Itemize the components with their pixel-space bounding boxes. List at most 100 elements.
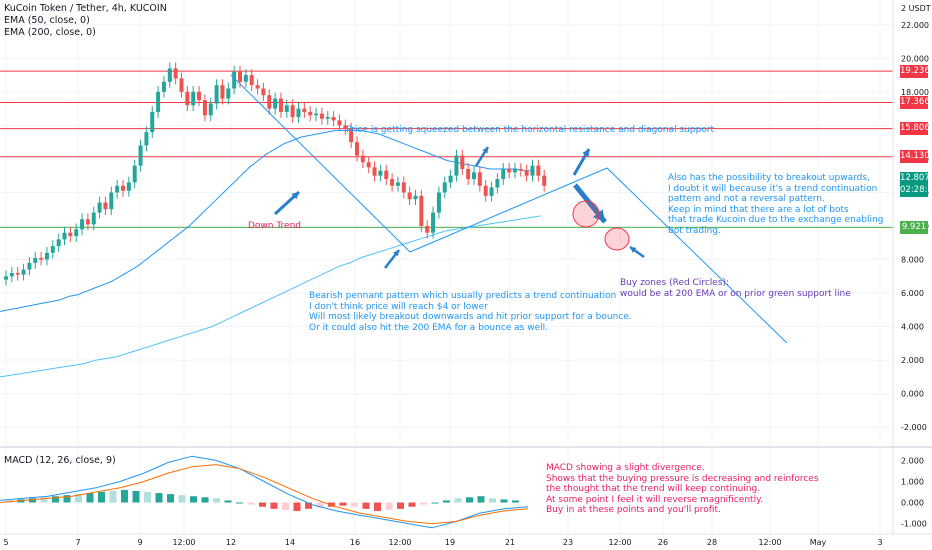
- candle-body: [507, 168, 512, 173]
- price-tick-label: 0.000: [901, 390, 924, 399]
- price-badge: 02:28:30: [900, 184, 932, 198]
- candle-body: [454, 155, 459, 176]
- macd-histogram-bar: [397, 502, 404, 509]
- candle-body: [27, 262, 32, 270]
- candle-body: [33, 257, 38, 263]
- candle-body: [425, 226, 430, 233]
- candle-body: [179, 78, 184, 92]
- candle-body: [138, 145, 143, 166]
- candle-body: [319, 113, 324, 119]
- price-tick-label: 2.000: [901, 356, 924, 365]
- candle-body: [483, 185, 488, 196]
- ema200-path: [0, 215, 541, 378]
- candle-body: [167, 68, 172, 82]
- candle-body: [62, 232, 67, 240]
- candle-body: [284, 105, 289, 112]
- candle-body: [401, 182, 406, 193]
- candle-body: [355, 142, 359, 156]
- candle-body: [472, 172, 476, 180]
- candle-body: [249, 75, 254, 86]
- candle-body: [536, 165, 541, 176]
- symbol-legend: KuCoin Token / Tether, 4h, KUCOIN: [4, 3, 167, 14]
- macd-histogram-bar: [512, 500, 519, 503]
- candle-body: [185, 91, 190, 106]
- time-tick-label: 12:00: [388, 538, 411, 547]
- macd-histogram-bar: [374, 502, 381, 511]
- macd-histogram-bar: [155, 493, 163, 503]
- time-tick-label: 16: [350, 538, 360, 547]
- candle-body: [384, 170, 389, 180]
- candle-body: [337, 120, 342, 126]
- time-tick-label: 12:00: [608, 538, 631, 547]
- price-badge: 17.366: [900, 95, 930, 109]
- candle-body: [202, 100, 207, 116]
- candle-body: [395, 182, 400, 186]
- price-tick-label: 22.000: [901, 21, 929, 30]
- ema200-line: [0, 215, 541, 378]
- candle-body: [156, 91, 161, 112]
- candle-body: [44, 252, 49, 260]
- candle-body: [9, 272, 14, 277]
- candle-body: [115, 185, 120, 193]
- time-tick-label: 12:00: [172, 538, 195, 547]
- grid-lines: [0, 0, 893, 534]
- candle-body: [232, 71, 237, 89]
- candle-body: [372, 167, 377, 176]
- candle-body: [477, 172, 482, 186]
- price-badge: 15.806: [900, 122, 930, 136]
- candle-body: [85, 219, 90, 225]
- candle-body: [331, 117, 336, 121]
- candle-body: [15, 272, 20, 275]
- macd-histogram-bar: [132, 490, 140, 503]
- macd-histogram-bar: [385, 502, 393, 510]
- macd-legend: MACD (12, 26, close, 9): [4, 455, 116, 466]
- candle-body: [191, 91, 196, 106]
- time-tick-label: May: [810, 538, 827, 547]
- candle-body: [132, 165, 137, 183]
- macd-histogram-bar: [224, 500, 232, 503]
- candle-body: [103, 202, 108, 210]
- macd-histogram-bar: [466, 497, 473, 503]
- macd-histogram-bar: [167, 494, 174, 503]
- ema50-legend: EMA (50, close, 0): [4, 15, 90, 26]
- candle-body: [460, 155, 465, 169]
- macd-histogram-bar: [408, 502, 416, 507]
- macd-histogram-bar: [178, 495, 186, 503]
- candle-body: [97, 202, 102, 213]
- candle-body: [366, 162, 371, 168]
- candle-body: [501, 168, 506, 180]
- macd-histogram-bar: [86, 493, 94, 503]
- macd-tick-label: 2.000: [901, 456, 924, 465]
- price-tick-label: -2.000: [901, 423, 927, 432]
- candle-body: [325, 117, 330, 119]
- candle-body: [308, 111, 313, 116]
- pennant-note: Bearish pennant pattern which usually pr…: [309, 291, 632, 333]
- candle-body: [524, 170, 529, 176]
- time-tick-label: 14: [285, 538, 295, 547]
- buy-zone-circle: [604, 227, 630, 251]
- candle-body: [109, 192, 114, 210]
- candle-body: [50, 246, 55, 253]
- candle-body: [173, 68, 178, 79]
- macd-histogram-bar: [477, 496, 485, 503]
- squeeze-note: Price is getting squeezed between the ho…: [346, 125, 715, 135]
- macd-histogram-bar: [259, 502, 266, 507]
- candle-body: [273, 98, 278, 109]
- macd-histogram-bar: [420, 502, 427, 505]
- ema200-legend: EMA (200, close, 0): [4, 27, 96, 38]
- candle-body: [349, 128, 354, 143]
- macd-tick-label: -1.000: [901, 520, 927, 529]
- macd-histogram-bar: [121, 489, 128, 503]
- price-tick-label: 18.000: [901, 88, 929, 97]
- candle-body: [314, 113, 319, 116]
- time-tick-label: 5: [3, 538, 8, 547]
- macd-histogram-bar: [190, 496, 197, 503]
- candle-body: [448, 175, 453, 183]
- down-trend-arrow-head: [291, 192, 299, 200]
- macd-note: MACD showing a slight divergence. Shows …: [546, 463, 819, 515]
- candle-body: [144, 132, 149, 146]
- time-tick-label: 21: [505, 538, 515, 547]
- candle-body: [4, 276, 8, 280]
- candle-body: [495, 179, 500, 188]
